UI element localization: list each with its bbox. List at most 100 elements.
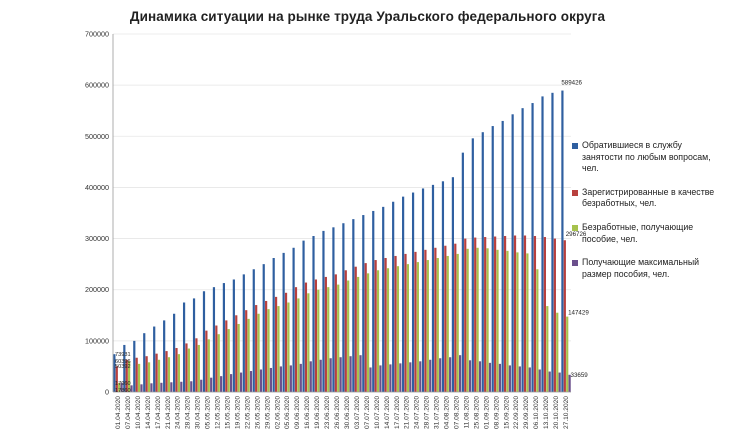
bar-s2-18 <box>297 298 300 392</box>
bar-s0-41 <box>521 108 524 393</box>
bar-s1-12 <box>235 315 238 392</box>
x-tick-label: 05.06.2020 <box>284 396 291 429</box>
bar-s2-30 <box>416 262 419 392</box>
bar-s3-8 <box>200 379 203 392</box>
bar-s2-41 <box>526 253 529 392</box>
x-tick-label: 01.04.2020 <box>115 396 122 429</box>
legend-label-applied: Обратившиеся в службу занятости по любым… <box>582 140 711 174</box>
x-tick-label: 13.10.2020 <box>543 396 550 429</box>
bar-s1-41 <box>523 235 527 392</box>
y-tick-label: 600000 <box>85 81 109 90</box>
bar-s3-21 <box>329 358 332 392</box>
x-tick-label: 10.07.2020 <box>374 396 381 429</box>
x-tick-label: 30.04.2020 <box>195 396 202 429</box>
x-tick-label: 11.08.2020 <box>463 396 470 429</box>
bar-s1-0 <box>115 366 118 392</box>
bar-s0-1 <box>123 344 126 392</box>
x-tick-label: 14.07.2020 <box>384 396 391 429</box>
bar-s0-16 <box>272 258 275 392</box>
bar-s1-11 <box>225 320 228 392</box>
bar-s1-10 <box>215 325 218 392</box>
bar-s3-29 <box>409 362 412 392</box>
bar-s2-36 <box>476 247 479 392</box>
bar-s3-10 <box>220 376 223 392</box>
bar-s2-31 <box>426 260 429 392</box>
bar-s0-12 <box>232 279 235 392</box>
bar-s2-39 <box>506 250 509 392</box>
bar-s0-26 <box>372 210 375 392</box>
data-label: 73931 <box>115 352 131 358</box>
bar-s3-13 <box>249 371 253 392</box>
bar-s2-1 <box>128 361 131 392</box>
bar-s3-43 <box>548 371 551 392</box>
bar-s2-37 <box>486 248 489 392</box>
y-tick-label: 500000 <box>85 132 109 141</box>
bar-s1-2 <box>135 357 138 392</box>
x-tick-label: 08.09.2020 <box>493 396 500 429</box>
x-tick-label: 04.08.2020 <box>444 396 451 429</box>
bar-s0-2 <box>133 340 136 392</box>
bar-s2-25 <box>366 273 370 392</box>
bar-s3-26 <box>379 365 382 392</box>
data-label: 296726 <box>566 231 587 238</box>
bar-s3-30 <box>419 361 422 392</box>
data-label: 589426 <box>561 80 582 87</box>
bar-s0-40 <box>511 114 514 393</box>
bar-s2-38 <box>496 249 499 392</box>
bar-s3-32 <box>439 358 442 392</box>
bar-s2-29 <box>406 264 410 392</box>
legend-item-registered: Зарегистрированные в качестве безработны… <box>572 187 722 210</box>
bar-s3-36 <box>478 361 482 392</box>
bar-s3-23 <box>349 356 352 392</box>
bar-s3-14 <box>259 369 263 392</box>
bar-s1-42 <box>533 236 537 392</box>
bar-s3-9 <box>210 377 213 392</box>
bar-s0-0 <box>113 354 116 392</box>
bar-s1-15 <box>265 300 268 392</box>
bar-s0-19 <box>302 240 305 392</box>
legend-label-registered: Зарегистрированные в качестве безработны… <box>582 186 715 209</box>
bar-s3-19 <box>309 361 312 392</box>
y-tick-labels: 0 100000 200000 300000 400000 500000 600000 700… <box>85 30 109 397</box>
bar-s2-11 <box>227 329 230 392</box>
bar-s0-34 <box>451 177 454 392</box>
bar-s0-20 <box>312 236 315 392</box>
x-tick-label: 22.05.2020 <box>244 396 251 429</box>
bar-s2-12 <box>237 323 240 392</box>
bar-s1-17 <box>284 292 288 392</box>
bar-s0-42 <box>531 103 534 393</box>
x-tick-label: 24.07.2020 <box>414 396 421 429</box>
legend-item-benefit: Безработные, получающие пособие, чел. <box>572 222 722 245</box>
y-tick-label: 700000 <box>85 30 109 39</box>
bar-s2-4 <box>157 359 161 392</box>
bar-s0-32 <box>431 184 435 392</box>
bar-s1-9 <box>205 330 208 392</box>
bar-s2-5 <box>167 357 171 392</box>
bar-s1-22 <box>334 274 337 392</box>
bar-s2-45 <box>566 316 569 392</box>
bar-s3-27 <box>389 364 392 392</box>
x-tick-label: 14.04.2020 <box>145 396 152 429</box>
bar-s1-35 <box>464 238 467 392</box>
bar-s1-23 <box>344 270 347 392</box>
bar-s3-40 <box>518 366 521 392</box>
x-tick-label: 05.05.2020 <box>205 396 212 429</box>
bar-s3-34 <box>459 355 462 392</box>
bar-s2-28 <box>396 266 400 392</box>
bar-s1-1 <box>125 359 128 392</box>
bar-s1-8 <box>195 338 198 392</box>
data-label: 33659 <box>571 372 589 379</box>
bar-s2-26 <box>376 270 380 392</box>
bar-s3-45 <box>568 374 571 392</box>
bar-s1-4 <box>155 353 158 392</box>
bar-s1-26 <box>374 260 377 392</box>
bar-s2-40 <box>516 252 519 392</box>
bar-s3-3 <box>150 383 153 392</box>
bar-s1-38 <box>494 236 497 392</box>
legend-swatch-benefit <box>572 224 578 231</box>
bar-s3-35 <box>468 360 472 392</box>
x-tick-label: 17.04.2020 <box>155 396 162 429</box>
bar-s0-29 <box>402 196 405 392</box>
bar-s2-23 <box>347 280 350 392</box>
